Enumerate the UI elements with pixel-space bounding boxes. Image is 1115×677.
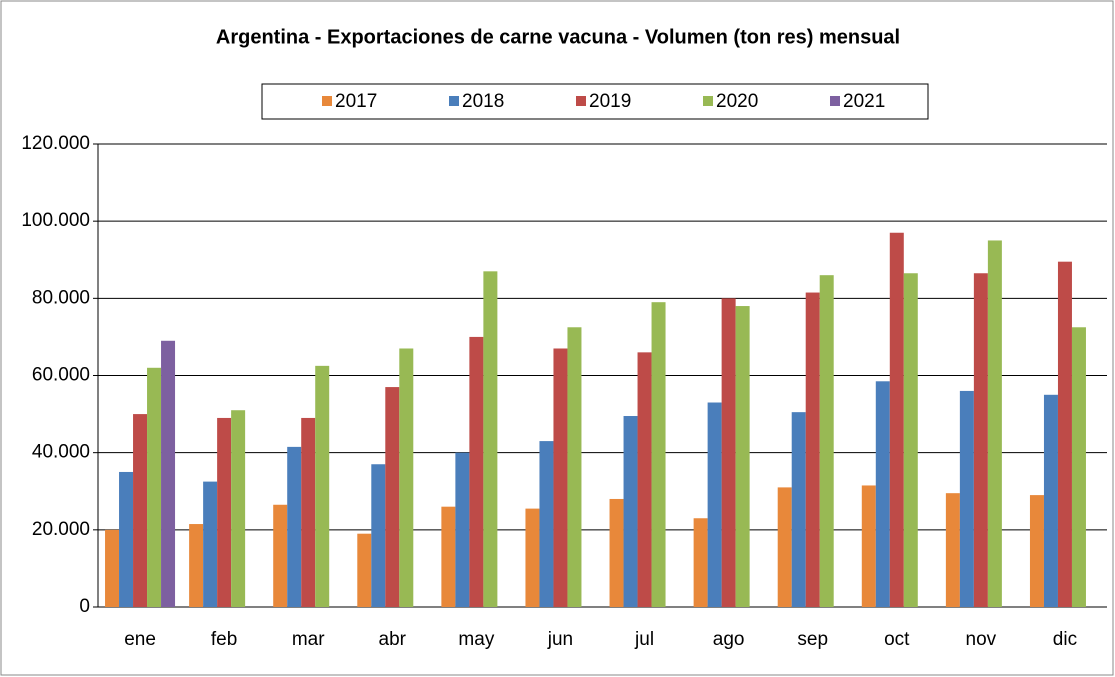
bar — [1043, 394, 1058, 607]
y-tick-label: 60.000 — [32, 365, 90, 386]
bar — [315, 365, 330, 607]
x-tick-label: jul — [634, 629, 654, 650]
legend-label: 2021 — [843, 91, 885, 112]
bar — [525, 508, 540, 607]
x-tick-label: may — [458, 629, 494, 650]
x-tick-label: ene — [124, 629, 156, 650]
bar — [357, 533, 372, 607]
bar — [959, 390, 974, 607]
y-tick-label: 40.000 — [32, 442, 90, 463]
x-tick-label: dic — [1053, 629, 1077, 650]
legend-swatch — [830, 96, 840, 106]
bar — [273, 504, 288, 607]
x-tick-label: jun — [547, 629, 573, 650]
chart-title: Argentina - Exportaciones de carne vacun… — [216, 26, 900, 48]
bar — [539, 441, 554, 607]
bar — [455, 452, 470, 607]
x-tick-label: sep — [797, 629, 828, 650]
bar — [637, 352, 652, 607]
y-tick-label: 20.000 — [32, 519, 90, 540]
bar — [189, 524, 204, 607]
bar — [567, 327, 582, 607]
bar — [231, 410, 246, 607]
bar — [441, 506, 456, 607]
x-tick-label: abr — [379, 629, 407, 650]
x-tick-label: ago — [713, 629, 745, 650]
legend-label: 2018 — [462, 91, 504, 112]
bar — [385, 387, 400, 607]
bar — [483, 271, 498, 607]
x-tick-label: nov — [966, 629, 997, 650]
bar — [987, 240, 1002, 608]
bar — [133, 414, 148, 607]
legend-swatch — [703, 96, 713, 106]
y-tick-label: 80.000 — [32, 287, 90, 308]
y-tick-label: 100.000 — [21, 210, 90, 231]
bar — [609, 498, 624, 607]
x-tick-label: mar — [292, 629, 325, 650]
legend-swatch — [576, 96, 586, 106]
y-tick-label: 120.000 — [21, 133, 90, 154]
bar — [301, 417, 316, 607]
bar — [735, 306, 750, 607]
legend-label: 2020 — [716, 91, 758, 112]
bar — [623, 416, 638, 607]
bar — [903, 273, 918, 607]
x-tick-label: oct — [884, 629, 910, 650]
legend-swatch — [322, 96, 332, 106]
bar — [721, 298, 736, 607]
x-tick-label: feb — [211, 629, 237, 650]
bar — [105, 529, 120, 607]
bar — [889, 232, 904, 607]
bar — [861, 485, 876, 607]
bar — [777, 487, 792, 607]
bar — [203, 481, 218, 607]
legend-box — [261, 83, 929, 120]
bar — [371, 464, 386, 607]
bar — [819, 275, 834, 607]
bar — [1029, 495, 1044, 607]
legend-swatch — [449, 96, 459, 106]
bar — [805, 292, 820, 607]
bar — [147, 367, 162, 607]
bar — [217, 417, 232, 607]
bar — [707, 402, 722, 607]
bar — [399, 348, 414, 607]
bar — [791, 412, 806, 607]
bar — [287, 446, 302, 607]
bar — [119, 471, 134, 607]
bar — [553, 348, 568, 607]
y-tick-label: 0 — [79, 596, 90, 617]
bar — [651, 302, 666, 607]
bar — [161, 340, 176, 607]
legend-label: 2019 — [589, 91, 631, 112]
bar — [875, 381, 890, 607]
bar — [469, 336, 484, 607]
legend-label: 2017 — [335, 91, 377, 112]
bar — [1071, 327, 1086, 607]
bar — [1057, 261, 1072, 607]
bar — [693, 518, 708, 607]
bar — [945, 493, 960, 607]
bar — [973, 273, 988, 607]
